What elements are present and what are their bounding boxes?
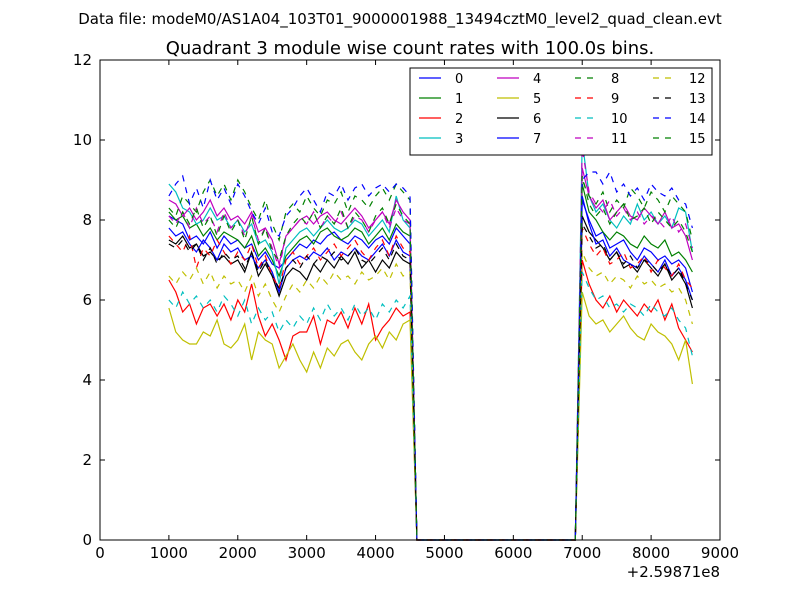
series-line-1 bbox=[168, 183, 693, 541]
legend-label-6: 6 bbox=[533, 112, 541, 127]
x-tick-label: 8000 bbox=[632, 544, 670, 562]
x-axis: 0 1000 2000 3000 4000 5000 6000 7000 8000 9000 bbox=[95, 60, 739, 562]
x-tick-label: 1000 bbox=[150, 544, 188, 562]
x-tick-label: 3000 bbox=[288, 544, 326, 562]
series-line-7 bbox=[168, 195, 693, 541]
legend-box bbox=[409, 67, 713, 156]
series-line-11 bbox=[168, 147, 693, 541]
legend-label-15: 15 bbox=[689, 132, 706, 147]
x-tick-label: 9000 bbox=[701, 544, 739, 562]
series-line-10 bbox=[168, 271, 693, 541]
y-tick-label: 8 bbox=[82, 211, 92, 229]
y-tick-label: 12 bbox=[73, 51, 92, 69]
y-tick-label: 4 bbox=[82, 371, 92, 389]
file-suptitle: Data file: modeM0/AS1A04_103T01_90000019… bbox=[78, 10, 722, 29]
x-offset-label: +2.59871e8 bbox=[627, 563, 720, 581]
series-line-9 bbox=[168, 227, 693, 541]
plot-lines bbox=[168, 139, 693, 541]
series-line-15 bbox=[168, 175, 693, 541]
series-line-13 bbox=[168, 221, 693, 541]
legend-label-5: 5 bbox=[533, 92, 541, 107]
legend-label-13: 13 bbox=[689, 92, 706, 107]
legend-label-7: 7 bbox=[533, 132, 541, 147]
legend-label-10: 10 bbox=[611, 112, 628, 127]
legend-label-2: 2 bbox=[455, 112, 463, 127]
legend-label-12: 12 bbox=[689, 72, 706, 87]
series-line-5 bbox=[168, 291, 693, 541]
chart-title: Quadrant 3 module wise count rates with … bbox=[166, 38, 655, 59]
y-tick-label: 6 bbox=[82, 291, 92, 309]
series-line-12 bbox=[168, 251, 693, 541]
y-tick-label: 2 bbox=[82, 451, 92, 469]
x-tick-label: 4000 bbox=[356, 544, 394, 562]
x-tick-label: 0 bbox=[95, 544, 105, 562]
y-tick-label: 10 bbox=[73, 131, 92, 149]
legend-label-4: 4 bbox=[533, 72, 541, 87]
x-tick-label: 7000 bbox=[563, 544, 601, 562]
y-tick-label: 0 bbox=[82, 531, 92, 549]
legend-label-3: 3 bbox=[455, 132, 463, 147]
series-line-6 bbox=[168, 215, 693, 541]
legend-label-9: 9 bbox=[611, 92, 619, 107]
legend-label-1: 1 bbox=[455, 92, 463, 107]
legend-label-11: 11 bbox=[611, 132, 628, 147]
x-tick-label: 2000 bbox=[219, 544, 257, 562]
legend-label-8: 8 bbox=[611, 72, 619, 87]
series-line-2 bbox=[168, 259, 693, 541]
x-tick-label: 6000 bbox=[494, 544, 532, 562]
legend-label-0: 0 bbox=[455, 72, 463, 87]
series-line-4 bbox=[168, 167, 693, 541]
legend-label-14: 14 bbox=[689, 112, 706, 127]
x-tick-label: 5000 bbox=[425, 544, 463, 562]
series-line-8 bbox=[168, 178, 693, 541]
